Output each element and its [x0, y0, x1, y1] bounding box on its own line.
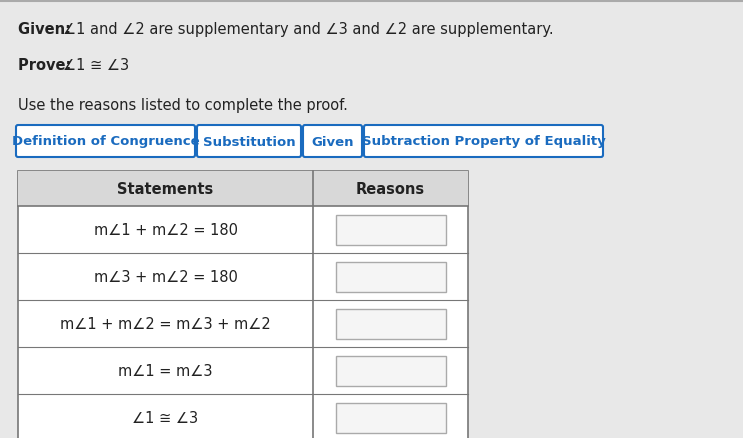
Text: ∠1 ≅ ∠3: ∠1 ≅ ∠3 [132, 410, 198, 425]
Text: Prove:: Prove: [18, 58, 77, 73]
Text: m∠1 + m∠2 = m∠3 + m∠2: m∠1 + m∠2 = m∠3 + m∠2 [60, 316, 271, 331]
Text: Statements: Statements [117, 182, 214, 197]
FancyBboxPatch shape [364, 126, 603, 158]
Text: Substitution: Substitution [203, 135, 295, 148]
FancyBboxPatch shape [303, 126, 362, 158]
Bar [18, 172, 468, 438]
FancyBboxPatch shape [197, 126, 301, 158]
Text: m∠1 = m∠3: m∠1 = m∠3 [118, 363, 212, 378]
Bar [336, 403, 446, 432]
Bar [336, 262, 446, 292]
Text: Subtraction Property of Equality: Subtraction Property of Equality [362, 135, 606, 148]
Text: Given: Given [311, 135, 354, 148]
Text: m∠3 + m∠2 = 180: m∠3 + m∠2 = 180 [94, 269, 238, 284]
Text: m∠1 + m∠2 = 180: m∠1 + m∠2 = 180 [94, 223, 238, 237]
Bar [18, 172, 468, 207]
Text: Given:: Given: [18, 22, 76, 37]
Text: Reasons: Reasons [356, 182, 425, 197]
Bar [336, 215, 446, 245]
Bar [336, 356, 446, 385]
Text: Use the reasons listed to complete the proof.: Use the reasons listed to complete the p… [18, 98, 348, 113]
Text: ∠1 and ∠2 are supplementary and ∠3 and ∠2 are supplementary.: ∠1 and ∠2 are supplementary and ∠3 and ∠… [63, 22, 554, 37]
Text: ∠1 ≅ ∠3: ∠1 ≅ ∠3 [63, 58, 129, 73]
FancyBboxPatch shape [16, 126, 195, 158]
Text: Definition of Congruence: Definition of Congruence [12, 135, 199, 148]
Bar [336, 309, 446, 339]
